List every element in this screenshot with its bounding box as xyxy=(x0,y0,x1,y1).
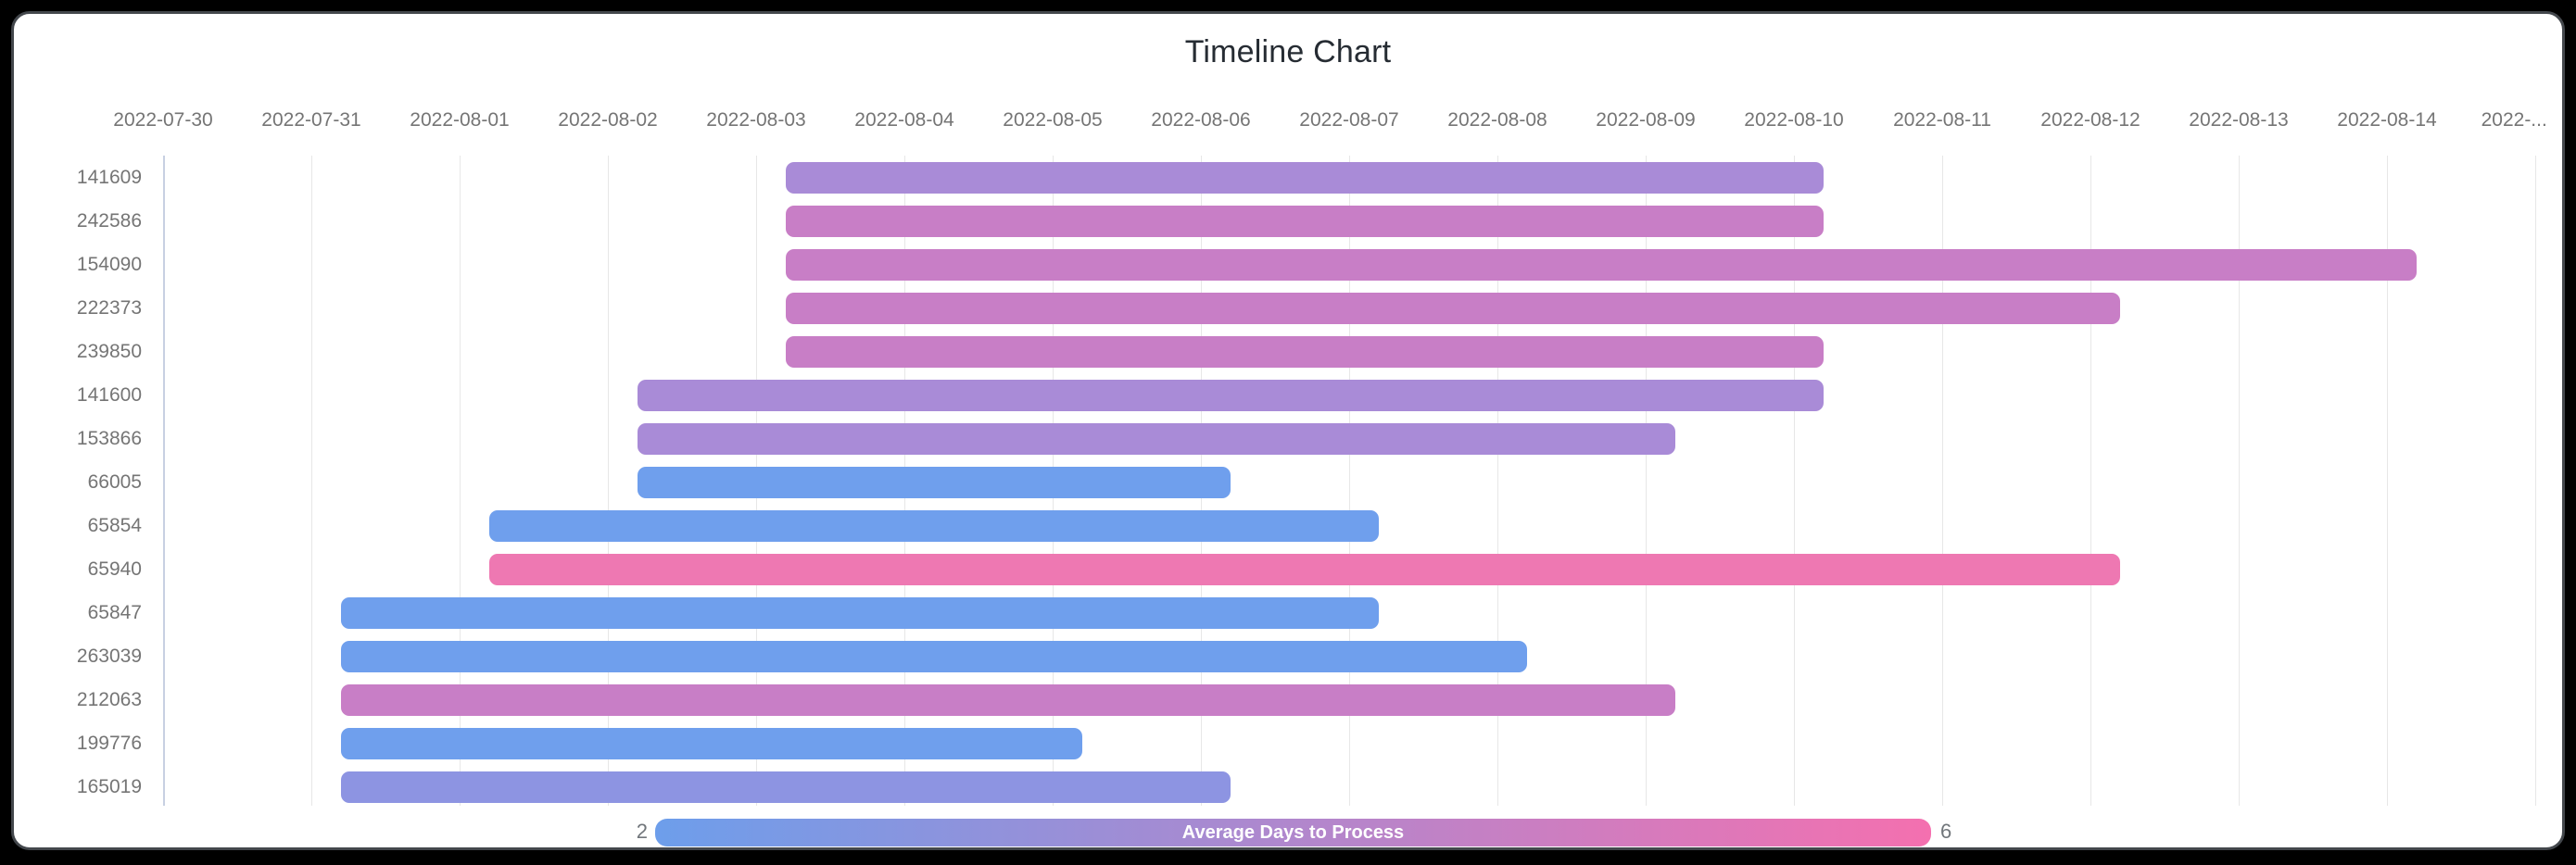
gridline xyxy=(311,156,312,806)
gridline xyxy=(1349,156,1350,806)
chart-title: Timeline Chart xyxy=(1184,34,1392,69)
timeline-bar[interactable] xyxy=(489,510,1379,542)
x-tick-label: 2022-08-07 xyxy=(1299,109,1399,131)
y-axis-label: 141600 xyxy=(76,384,142,406)
y-axis-label: 66005 xyxy=(87,471,142,493)
timeline-bar[interactable] xyxy=(786,249,2417,281)
y-axis-label: 154090 xyxy=(76,254,142,275)
y-axis-label: 242586 xyxy=(76,210,142,232)
timeline-bar[interactable] xyxy=(341,597,1379,629)
timeline-bar[interactable] xyxy=(341,641,1527,672)
y-axis-label: 199776 xyxy=(76,733,142,754)
gridline xyxy=(2535,156,2536,806)
y-axis-label: 239850 xyxy=(76,341,142,362)
x-tick-label: 2022-08-12 xyxy=(2040,109,2140,131)
timeline-bar[interactable] xyxy=(786,336,1824,368)
gridline xyxy=(163,156,165,806)
legend-max-label: 6 xyxy=(1940,820,1952,843)
x-tick-label: 2022-08-05 xyxy=(1003,109,1103,131)
gridline xyxy=(1497,156,1498,806)
gridline xyxy=(2239,156,2240,806)
y-axis-label: 65940 xyxy=(87,558,142,580)
gridline xyxy=(460,156,461,806)
y-axis-label: 141609 xyxy=(76,167,142,188)
legend: 2 Average Days to Process 6 xyxy=(14,819,2562,847)
x-tick-label: 2022-08-08 xyxy=(1447,109,1547,131)
x-tick-label: 2022-08-04 xyxy=(854,109,954,131)
gridline xyxy=(1942,156,1943,806)
x-tick-label: 2022-08-06 xyxy=(1151,109,1251,131)
x-tick-label: 2022-08-13 xyxy=(2189,109,2289,131)
legend-gradient-bar: Average Days to Process xyxy=(655,819,1931,846)
legend-title: Average Days to Process xyxy=(1181,822,1405,843)
gridline xyxy=(2387,156,2388,806)
timeline-bar[interactable] xyxy=(786,162,1824,194)
timeline-bar[interactable] xyxy=(489,554,2120,585)
timeline-bar[interactable] xyxy=(341,728,1082,759)
y-axis-label: 65854 xyxy=(87,515,142,536)
y-axis-label: 222373 xyxy=(76,297,142,319)
gridline xyxy=(1646,156,1647,806)
x-tick-label: 2022-08-01 xyxy=(410,109,510,131)
x-tick-label: 2022-07-31 xyxy=(261,109,361,131)
y-axis-label: 65847 xyxy=(87,602,142,623)
gridline xyxy=(2090,156,2091,806)
x-tick-label: 2022-08-11 xyxy=(1893,109,1991,131)
y-axis-label: 263039 xyxy=(76,646,142,667)
y-axis-label: 153866 xyxy=(76,428,142,449)
y-axis-label: 165019 xyxy=(76,776,142,797)
x-tick-label: 2022-08-10 xyxy=(1744,109,1844,131)
x-tick-label: 2022-... xyxy=(2481,109,2547,131)
timeline-bar[interactable] xyxy=(638,423,1675,455)
x-tick-label: 2022-08-14 xyxy=(2337,109,2437,131)
timeline-bar[interactable] xyxy=(638,467,1231,498)
gridline xyxy=(608,156,609,806)
timeline-bar[interactable] xyxy=(786,293,2120,324)
y-axis-label: 212063 xyxy=(76,689,142,710)
legend-min-label: 2 xyxy=(636,820,648,843)
x-tick-label: 2022-08-09 xyxy=(1596,109,1696,131)
gridline xyxy=(1794,156,1795,806)
timeline-bar[interactable] xyxy=(341,684,1675,716)
x-tick-label: 2022-07-30 xyxy=(113,109,213,131)
timeline-bar[interactable] xyxy=(638,380,1824,411)
chart-card: Timeline Chart 2022-07-30 2022-07-31 2022-… xyxy=(11,11,2565,850)
timeline-bar[interactable] xyxy=(341,771,1231,803)
x-tick-label: 2022-08-02 xyxy=(558,109,658,131)
timeline-bar[interactable] xyxy=(786,206,1824,237)
x-tick-label: 2022-08-03 xyxy=(706,109,806,131)
